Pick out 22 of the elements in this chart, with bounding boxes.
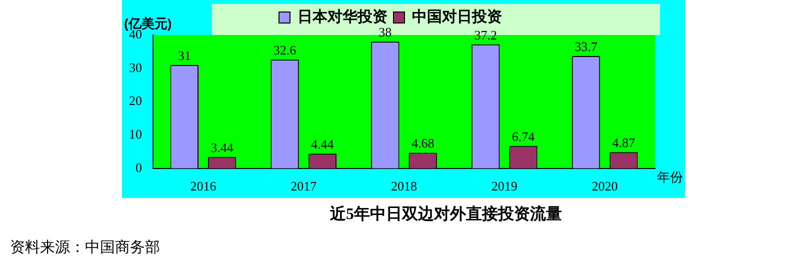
- x-tick-label: 2020: [592, 178, 618, 194]
- x-tick-label: 2016: [190, 178, 217, 194]
- y-tick-label: 0: [136, 160, 142, 175]
- x-tick-label: 2017: [290, 178, 318, 194]
- y-tick-label: 10: [129, 126, 142, 142]
- y-tick-label: 20: [129, 93, 142, 108]
- data-label: 4.44: [311, 136, 334, 152]
- data-label: 3.44: [210, 140, 234, 155]
- x-tick-label: 2019: [491, 178, 518, 194]
- y-tick-label: 30: [129, 60, 142, 75]
- data-label: 4.87: [612, 135, 636, 150]
- x-tick-label: 2018: [391, 178, 417, 194]
- text: 资料来源：中国商务部: [10, 238, 160, 257]
- data-label: 33.7: [574, 38, 598, 54]
- data-label: 4.68: [411, 136, 434, 151]
- legend-label: 中国对日投资: [412, 8, 502, 26]
- data-label: 6.74: [512, 128, 536, 144]
- x-axis-title: 年份: [657, 169, 683, 184]
- data-label: 32.6: [273, 42, 297, 58]
- text: 近5年中日双边对外直接投资流量: [330, 204, 562, 225]
- legend-label: 日本对华投资: [298, 8, 388, 26]
- data-label: 31: [178, 48, 191, 63]
